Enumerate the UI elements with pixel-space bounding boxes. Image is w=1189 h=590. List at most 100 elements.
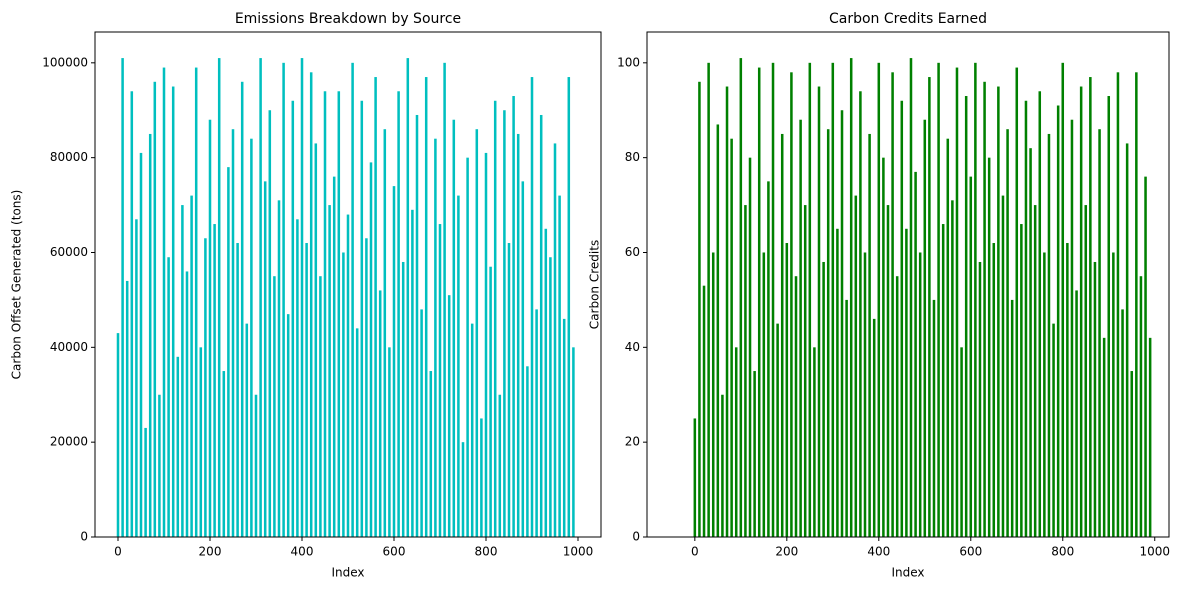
bar — [1079, 86, 1083, 537]
bar — [941, 224, 945, 538]
bar — [997, 86, 1000, 537]
y-tick-label: 40 — [625, 340, 640, 354]
bar — [946, 138, 950, 538]
bar — [698, 81, 701, 538]
bar — [337, 91, 341, 537]
bar — [553, 143, 557, 537]
bar — [346, 214, 350, 537]
bar — [319, 276, 322, 537]
bar — [153, 81, 157, 538]
bar — [447, 295, 451, 537]
x-tick-label: 200 — [775, 545, 798, 559]
bar — [199, 347, 203, 537]
bar — [240, 81, 244, 538]
bar — [273, 276, 276, 537]
bar — [716, 124, 720, 538]
bar — [960, 347, 963, 537]
bar — [342, 252, 345, 537]
bar — [526, 366, 529, 537]
bar — [231, 129, 235, 537]
bar — [535, 309, 538, 537]
bar — [1075, 290, 1078, 537]
bar — [983, 81, 986, 538]
bar — [461, 442, 465, 537]
y-tick-label: 100 — [617, 55, 640, 69]
bar — [388, 347, 391, 537]
bar — [1093, 261, 1097, 537]
bar — [1144, 176, 1147, 537]
bar — [817, 86, 821, 537]
y-tick-label: 40000 — [50, 340, 88, 354]
x-axis-label: Index — [891, 566, 924, 580]
bar — [116, 333, 120, 537]
bar — [194, 67, 198, 537]
bar — [1029, 148, 1032, 537]
x-axis-label: Index — [331, 566, 364, 580]
bar — [420, 309, 423, 537]
x-tick-label: 600 — [959, 545, 982, 559]
bar — [475, 129, 479, 537]
bar — [443, 62, 446, 538]
bar — [530, 77, 534, 538]
bar — [813, 347, 816, 537]
bar — [314, 143, 318, 537]
bar — [254, 394, 258, 537]
x-tick-label: 1000 — [1139, 545, 1170, 559]
bar — [1010, 299, 1014, 537]
bar — [845, 299, 848, 537]
bar — [702, 285, 706, 537]
bar — [872, 318, 876, 537]
bar — [974, 62, 977, 538]
bar — [799, 119, 802, 537]
bar — [227, 167, 230, 537]
bar — [217, 58, 221, 538]
bar — [1070, 119, 1074, 537]
bar — [955, 67, 959, 537]
bar — [236, 243, 239, 537]
y-tick-label: 80000 — [50, 150, 88, 164]
y-tick-label: 20 — [625, 435, 640, 449]
bar — [498, 394, 502, 537]
bar — [286, 314, 290, 537]
bar — [762, 252, 766, 537]
bar — [503, 110, 506, 537]
y-tick-label: 0 — [80, 530, 88, 544]
bar — [167, 257, 170, 537]
x-tick-label: 400 — [867, 545, 890, 559]
bar — [558, 195, 561, 537]
plot-frame — [646, 31, 1170, 538]
bar — [406, 58, 410, 538]
bar — [572, 347, 575, 537]
bar — [125, 280, 129, 537]
bar — [721, 394, 724, 537]
bar — [951, 200, 954, 538]
bar — [130, 91, 134, 537]
bar — [734, 347, 738, 537]
bar — [744, 205, 747, 537]
bar — [493, 100, 497, 538]
x-tick-label: 0 — [691, 545, 699, 559]
bar — [725, 86, 729, 537]
bar — [909, 58, 913, 538]
bar — [457, 195, 460, 537]
bar — [185, 271, 189, 537]
bar — [803, 205, 807, 537]
bar — [401, 261, 405, 537]
chart-title: Carbon Credits Earned — [829, 11, 987, 27]
bar — [895, 276, 899, 537]
bar — [512, 96, 515, 537]
bar — [1116, 72, 1120, 537]
bar — [429, 371, 433, 537]
bar — [190, 195, 193, 537]
bar — [859, 91, 862, 537]
bar — [914, 171, 917, 537]
bar — [886, 205, 890, 537]
bar — [932, 299, 936, 537]
bar — [144, 427, 147, 537]
y-tick-label: 80 — [625, 150, 640, 164]
bar — [900, 100, 904, 538]
bar — [923, 119, 927, 537]
bar — [1020, 224, 1023, 538]
bar — [1038, 91, 1042, 537]
